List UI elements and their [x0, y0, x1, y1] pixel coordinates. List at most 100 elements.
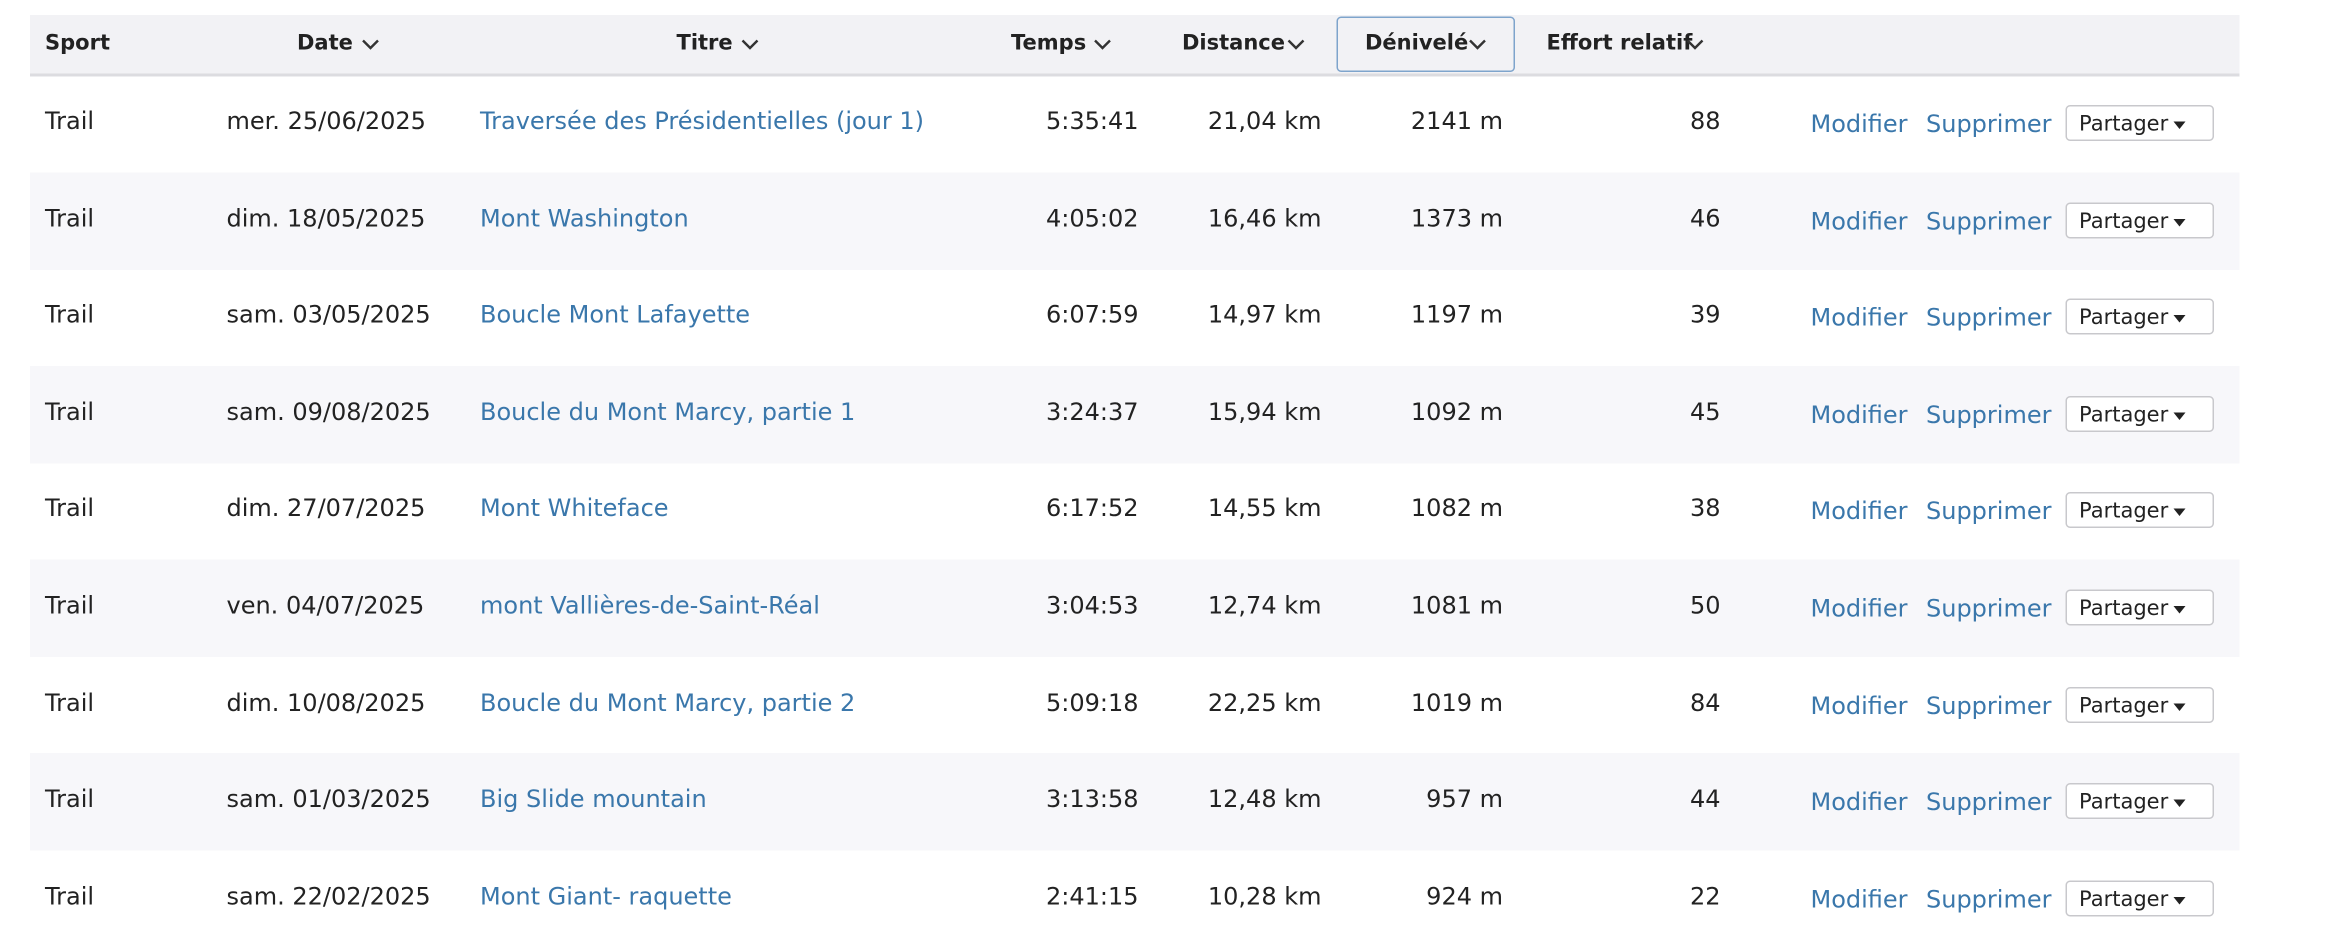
column-header[interactable]: Dénivelé	[1365, 31, 1469, 56]
date-cell: dim. 10/08/2025	[226, 687, 426, 717]
title-link[interactable]: Mont Whiteface	[480, 494, 669, 523]
edit-link[interactable]: Modifier	[1810, 109, 1908, 139]
delete-link[interactable]: Supprimer	[1926, 497, 2052, 526]
share-button[interactable]: Partager	[2065, 686, 2214, 723]
time-cell: 2:41:15	[1045, 881, 1139, 911]
share-button[interactable]: Partager	[2065, 492, 2214, 529]
title-link[interactable]: mont Vallières-de-Saint-Réal	[480, 591, 820, 620]
dropdown-caret	[2173, 121, 2186, 129]
date-cell: ven. 04/07/2025	[226, 591, 425, 620]
share-button[interactable]: Partager	[2065, 589, 2214, 626]
distance-cell: 14,97 km	[1207, 300, 1322, 329]
sport-cell: Trail	[45, 494, 95, 523]
delete-link[interactable]: Supprimer	[1926, 787, 2052, 817]
share-button[interactable]: Partager	[2065, 880, 2214, 917]
share-button[interactable]: Partager	[2065, 201, 2214, 238]
delete-link[interactable]: Supprimer	[1926, 303, 2052, 332]
delete-link[interactable]: Supprimer	[1926, 400, 2052, 429]
title-link[interactable]: Boucle Mont Lafayette	[480, 300, 751, 329]
effort-cell: 50	[1689, 591, 1721, 620]
edit-link[interactable]: Modifier	[1810, 206, 1908, 235]
column-header[interactable]: Effort relatif	[1546, 31, 1693, 56]
edit-link[interactable]: Modifier	[1810, 787, 1908, 817]
share-button[interactable]: Partager	[2065, 395, 2214, 432]
time-cell: 5:09:18	[1045, 687, 1139, 717]
delete-link[interactable]: Supprimer	[1926, 690, 2052, 720]
edit-link[interactable]: Modifier	[1810, 594, 1908, 623]
distance-cell: 21,04 km	[1207, 106, 1322, 136]
table-row	[30, 171, 2240, 270]
edit-link[interactable]: Modifier	[1810, 884, 1908, 914]
column-header[interactable]: Titre	[676, 31, 733, 56]
share-button[interactable]: Partager	[2065, 783, 2214, 820]
sport-cell: Trail	[45, 397, 95, 426]
share-button[interactable]: Partager	[2065, 298, 2214, 335]
share-button[interactable]: Partager	[2065, 105, 2214, 141]
effort-cell: 38	[1689, 494, 1721, 523]
column-header: Sport	[45, 31, 110, 56]
distance-cell: 15,94 km	[1207, 397, 1322, 426]
dropdown-caret	[2173, 218, 2186, 226]
edit-link[interactable]: Modifier	[1810, 303, 1908, 332]
elevation-cell: 1092 m	[1410, 397, 1503, 426]
time-cell: 6:17:52	[1045, 494, 1139, 523]
sort-chevron	[1287, 39, 1305, 50]
date-cell: sam. 22/02/2025	[226, 881, 431, 911]
distance-cell: 16,46 km	[1207, 203, 1322, 232]
elevation-cell: 1373 m	[1410, 203, 1503, 232]
title-link[interactable]: Big Slide mountain	[480, 784, 707, 814]
table-row	[30, 753, 2240, 851]
elevation-cell: 2141 m	[1410, 106, 1503, 136]
dropdown-caret	[2173, 702, 2186, 711]
edit-link[interactable]: Modifier	[1810, 497, 1908, 526]
date-cell: dim. 27/07/2025	[226, 494, 426, 523]
column-header[interactable]: Temps	[1011, 31, 1087, 56]
effort-cell: 22	[1689, 881, 1721, 911]
delete-link[interactable]: Supprimer	[1926, 206, 2052, 235]
distance-cell: 10,28 km	[1207, 881, 1322, 911]
dropdown-caret	[2173, 896, 2186, 905]
elevation-cell: 1082 m	[1410, 494, 1503, 523]
time-cell: 5:35:41	[1045, 106, 1139, 136]
date-cell: sam. 01/03/2025	[226, 784, 431, 814]
delete-link[interactable]: Supprimer	[1926, 594, 2052, 623]
date-cell: mer. 25/06/2025	[226, 106, 426, 136]
distance-cell: 14,55 km	[1207, 494, 1322, 523]
date-cell: dim. 18/05/2025	[226, 203, 426, 232]
sort-chevron	[1686, 39, 1704, 50]
distance-cell: 12,48 km	[1207, 784, 1322, 814]
column-header[interactable]: Distance	[1182, 31, 1285, 56]
sport-cell: Trail	[45, 591, 95, 620]
edit-link[interactable]: Modifier	[1810, 690, 1908, 720]
dropdown-caret	[2173, 412, 2186, 420]
date-cell: sam. 03/05/2025	[226, 300, 431, 329]
column-header[interactable]: Date	[297, 31, 353, 56]
edit-link[interactable]: Modifier	[1810, 400, 1908, 429]
sport-cell: Trail	[45, 784, 95, 814]
elevation-cell: 957 m	[1426, 784, 1503, 814]
sport-cell: Trail	[45, 881, 95, 911]
time-cell: 3:04:53	[1045, 591, 1139, 620]
active-sort-header[interactable]	[1336, 16, 1515, 72]
time-cell: 3:24:37	[1045, 397, 1139, 426]
title-link[interactable]: Mont Washington	[480, 203, 689, 232]
sort-chevron	[741, 39, 759, 50]
delete-link[interactable]: Supprimer	[1926, 109, 2052, 139]
delete-link[interactable]: Supprimer	[1926, 884, 2052, 914]
sort-chevron	[362, 39, 379, 50]
time-cell: 3:13:58	[1045, 784, 1139, 814]
effort-cell: 45	[1689, 397, 1721, 426]
table-header	[30, 15, 2240, 77]
effort-cell: 84	[1689, 687, 1721, 717]
sport-cell: Trail	[45, 203, 95, 232]
dropdown-caret	[2173, 799, 2186, 808]
sport-cell: Trail	[45, 300, 95, 329]
title-link[interactable]: Boucle du Mont Marcy, partie 1	[480, 397, 856, 426]
elevation-cell: 1019 m	[1410, 687, 1503, 717]
elevation-cell: 1081 m	[1410, 591, 1503, 620]
title-link[interactable]: Boucle du Mont Marcy, partie 2	[480, 687, 856, 717]
distance-cell: 22,25 km	[1207, 687, 1322, 717]
title-link[interactable]: Mont Giant- raquette	[480, 881, 732, 911]
title-link[interactable]: Traversée des Présidentielles (jour 1)	[480, 106, 925, 136]
